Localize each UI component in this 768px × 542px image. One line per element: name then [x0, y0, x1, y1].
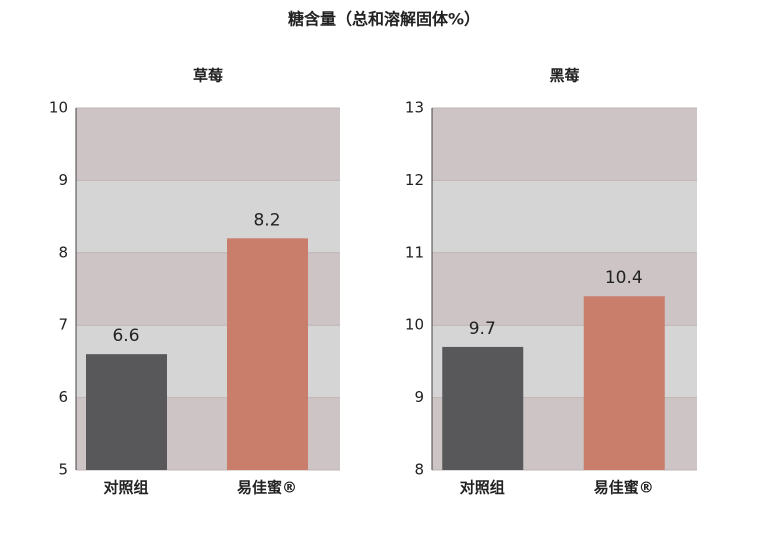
y-tick-label: 9: [414, 388, 424, 406]
y-tick-label: 10: [405, 316, 424, 334]
y-tick-label: 8: [58, 243, 68, 261]
chart-title: 黑莓: [549, 67, 579, 85]
y-tick-label: 10: [49, 99, 68, 117]
plot-band: [432, 108, 697, 181]
y-tick-label: 11: [405, 243, 424, 261]
value-label: 8.2: [253, 210, 280, 230]
y-tick-label: 9: [58, 171, 68, 189]
bar: [583, 296, 665, 470]
chart-title: 草莓: [193, 67, 223, 85]
bar: [442, 346, 524, 470]
value-label: 9.7: [469, 319, 496, 339]
y-tick-label: 12: [405, 171, 424, 189]
plot-band: [76, 108, 340, 181]
value-label: 10.4: [605, 268, 643, 288]
y-tick-label: 8: [414, 461, 424, 479]
plot-band: [432, 180, 697, 253]
y-tick-label: 13: [405, 99, 424, 117]
x-tick-label: 易佳蜜®: [594, 479, 654, 497]
y-tick-label: 5: [58, 461, 68, 479]
x-tick-label: 对照组: [460, 479, 505, 497]
main-title: 糖含量（总和溶解固体%）: [288, 10, 480, 29]
y-tick-label: 7: [58, 316, 68, 334]
y-tick-label: 6: [58, 388, 68, 406]
x-tick-label: 易佳蜜®: [237, 479, 297, 497]
x-tick-label: 对照组: [103, 479, 148, 497]
value-label: 6.6: [112, 326, 139, 346]
bar: [86, 354, 167, 470]
bar: [227, 238, 308, 470]
